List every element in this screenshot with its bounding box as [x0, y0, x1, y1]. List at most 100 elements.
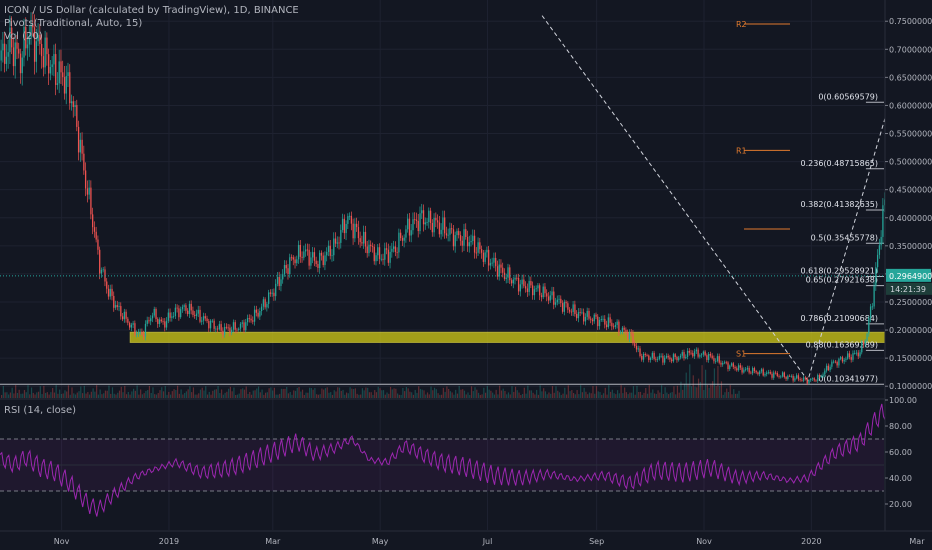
candle-body	[317, 264, 319, 269]
volume-bar	[564, 387, 566, 398]
candle-body	[797, 375, 800, 380]
candle-body	[253, 309, 256, 322]
volume-bar	[319, 394, 321, 398]
candle-body	[843, 359, 845, 362]
volume-bar	[250, 394, 253, 398]
candle-body	[704, 351, 706, 356]
candle-body	[447, 234, 449, 236]
time-tick-label: May	[372, 537, 389, 546]
volume-bar	[333, 390, 335, 398]
candle-body	[692, 353, 694, 357]
candle-body	[324, 255, 326, 266]
volume-bar	[497, 394, 499, 398]
volume-bar	[594, 393, 596, 398]
volume-bar	[388, 393, 390, 398]
candle-body	[120, 306, 122, 317]
candle-body	[459, 235, 462, 241]
candle-body	[570, 311, 573, 313]
candle-body	[706, 355, 708, 361]
volume-bar	[286, 386, 288, 398]
candle-body	[637, 348, 639, 350]
volume-bar	[412, 394, 415, 398]
candle-body	[533, 289, 536, 296]
volume-bar	[402, 387, 404, 398]
volume-bar	[358, 394, 360, 398]
volume-bar	[439, 394, 441, 398]
candle-body	[199, 309, 201, 322]
candle-body	[627, 332, 629, 340]
candle-body	[130, 324, 133, 328]
candle-body	[855, 352, 858, 354]
volume-bar	[724, 392, 726, 398]
candle-body	[737, 365, 740, 371]
candle-body	[46, 37, 48, 55]
volume-bar	[692, 375, 694, 398]
candle-body	[766, 372, 768, 375]
candle-body	[410, 230, 412, 236]
candle-body	[352, 223, 354, 239]
volume-bar	[703, 390, 705, 398]
volume-bar	[696, 387, 698, 398]
candle-body	[345, 223, 347, 234]
volume-bar	[316, 394, 318, 398]
candle-body	[18, 48, 20, 54]
candle-body	[162, 321, 164, 323]
volume-bar	[565, 394, 568, 398]
volume-bar	[277, 394, 279, 398]
candle-body	[77, 126, 80, 153]
volume-bar	[504, 390, 506, 398]
candle-body	[753, 368, 756, 372]
candle-body	[150, 318, 152, 322]
volume-bar	[215, 389, 217, 398]
volume-bar	[641, 394, 643, 398]
volume-bar	[375, 392, 378, 398]
volume-bar	[309, 387, 311, 398]
candle-body	[590, 318, 592, 320]
candle-body	[245, 322, 247, 331]
volume-bar	[404, 391, 406, 398]
volume-bar	[317, 394, 319, 398]
volume-bar	[60, 393, 63, 398]
candle-body	[720, 362, 722, 365]
volume-bar	[433, 387, 436, 398]
candle-body	[760, 369, 763, 372]
volume-bar	[460, 389, 462, 398]
volume-bar	[537, 394, 539, 398]
volume-bar	[294, 390, 297, 398]
candle-body	[143, 334, 145, 337]
volume-bar	[162, 391, 165, 398]
rsi-legend: RSI (14, close)	[4, 405, 77, 416]
candle-body	[831, 361, 833, 367]
volume-bar	[229, 386, 231, 398]
candle-body	[269, 292, 272, 294]
candle-body	[583, 312, 585, 322]
candle-body	[473, 235, 476, 253]
candle-body	[540, 295, 543, 298]
volume-bar	[590, 393, 592, 398]
candle-body	[33, 27, 36, 62]
volume-bar	[92, 388, 94, 398]
countdown-badge	[886, 282, 932, 295]
candle-body	[512, 279, 514, 284]
candle-body	[116, 305, 118, 307]
volume-bar	[345, 392, 348, 398]
candle-body	[164, 321, 166, 328]
volume-bar	[34, 394, 36, 398]
volume-bar	[196, 394, 198, 398]
candle-body	[276, 277, 279, 284]
volume-bar	[249, 391, 251, 398]
candle-body	[202, 316, 205, 321]
candle-body	[387, 249, 389, 263]
volume-bar	[360, 394, 362, 398]
volume-bar	[544, 391, 547, 398]
candle-body	[180, 309, 182, 318]
candle-body	[641, 355, 643, 360]
volume-bar	[426, 392, 429, 398]
candle-body	[868, 318, 870, 334]
candle-body	[412, 219, 414, 231]
candle-body	[255, 309, 257, 313]
candle-body	[204, 316, 206, 319]
candle-body	[801, 379, 803, 381]
volume-bar	[585, 391, 587, 398]
